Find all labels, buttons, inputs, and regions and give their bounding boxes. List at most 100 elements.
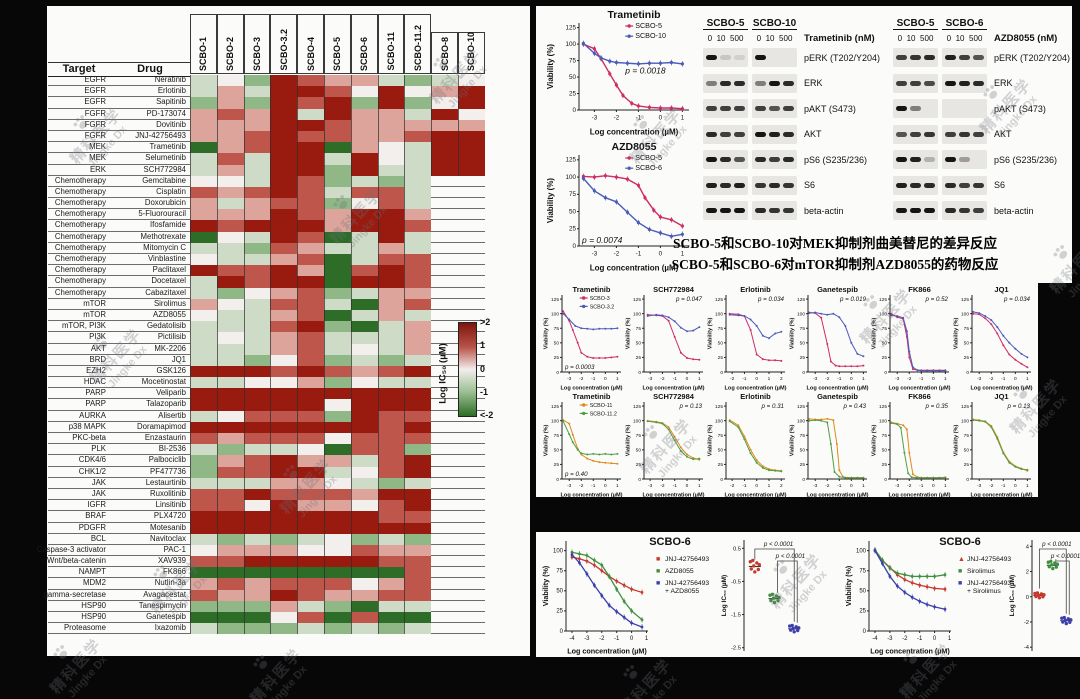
heatmap-cell bbox=[297, 209, 324, 221]
heatmap-cell bbox=[297, 488, 324, 501]
svg-text:Log concentration (µM): Log concentration (µM) bbox=[643, 493, 705, 499]
heatmap-cell bbox=[404, 556, 432, 568]
heatmap-cell bbox=[243, 119, 271, 131]
svg-text:Viability (%): Viability (%) bbox=[872, 425, 878, 457]
heatmap-cell bbox=[216, 388, 244, 400]
svg-text:-3: -3 bbox=[592, 114, 598, 121]
heatmap-cell bbox=[216, 242, 244, 254]
heatmap-cell bbox=[297, 142, 324, 154]
legend-marker: ■ bbox=[656, 568, 661, 575]
heatmap-cell bbox=[377, 332, 405, 344]
heatmap-cell bbox=[350, 242, 378, 254]
svg-text:25: 25 bbox=[556, 609, 563, 615]
heatmap-cell bbox=[190, 265, 217, 277]
drug-label: Avagacestat bbox=[143, 589, 186, 599]
heatmap-cell bbox=[216, 175, 244, 187]
svg-text:-2: -2 bbox=[730, 483, 735, 489]
svg-text:SCBO-11: SCBO-11 bbox=[590, 403, 613, 409]
heatmap-cell bbox=[404, 612, 432, 624]
heatmap-cell bbox=[297, 466, 324, 478]
heatmap-cell bbox=[270, 130, 298, 143]
heatmap-cell bbox=[323, 321, 351, 333]
heatmap-cell bbox=[190, 343, 217, 355]
blot-band bbox=[734, 80, 745, 86]
heatmap-cell bbox=[243, 365, 271, 378]
legend-label: AZD8055 bbox=[665, 568, 694, 575]
heatmap-cell bbox=[323, 220, 351, 232]
svg-text:Log concentration (µM): Log concentration (µM) bbox=[807, 493, 869, 499]
black-notch bbox=[1038, 283, 1080, 497]
svg-text:100: 100 bbox=[797, 418, 805, 424]
heatmap-cell bbox=[297, 198, 324, 210]
svg-text:Log concentration (µM): Log concentration (µM) bbox=[725, 386, 787, 392]
svg-text:100: 100 bbox=[961, 418, 969, 424]
blot-band-row: pERK (T202/Y204) bbox=[893, 48, 1080, 67]
heatmap-cell bbox=[190, 421, 217, 433]
blot-band bbox=[720, 131, 731, 137]
svg-text:125: 125 bbox=[879, 297, 887, 303]
heatmap-cell bbox=[350, 231, 378, 243]
heatmap-row: PARP Veliparib bbox=[48, 388, 485, 400]
heatmap-cell bbox=[216, 410, 244, 422]
svg-text:Log concentration (µM): Log concentration (µM) bbox=[725, 493, 787, 499]
heatmap-cell bbox=[270, 108, 298, 120]
svg-text:-1.5: -1.5 bbox=[731, 613, 741, 619]
heatmap-cell bbox=[350, 589, 378, 601]
heatmap-cell bbox=[297, 153, 324, 165]
svg-text:2: 2 bbox=[1026, 570, 1029, 576]
target-label: AURKA bbox=[79, 410, 106, 420]
blot-band bbox=[783, 80, 794, 86]
heatmap-cell bbox=[404, 533, 432, 545]
heatmap-cell bbox=[457, 153, 485, 165]
combo-right-scatter: 4 2 0 -2 -4 Log IC₅₀ (µM) p < 0.0001 p < 0.0001 bbox=[1008, 534, 1080, 655]
heatmap-cell bbox=[404, 220, 432, 232]
svg-text:75: 75 bbox=[554, 326, 560, 332]
drug-label: Mitomycin C bbox=[143, 242, 186, 252]
heatmap-cell bbox=[190, 153, 217, 165]
drug-label: Pictilisib bbox=[157, 332, 186, 342]
blot-band bbox=[755, 55, 766, 60]
heatmap-cell bbox=[404, 86, 432, 98]
svg-text:75: 75 bbox=[554, 433, 560, 439]
heatmap-cell bbox=[297, 388, 324, 400]
svg-text:100: 100 bbox=[715, 311, 723, 317]
svg-text:0: 0 bbox=[755, 376, 758, 382]
heatmap-cell bbox=[323, 377, 351, 389]
svg-text:Trametinib: Trametinib bbox=[573, 392, 611, 401]
legend-label: JNJ-42756493 + AZD8055 bbox=[665, 580, 710, 595]
heatmap-row: PLK BI-2536 bbox=[48, 444, 485, 456]
legend-label: Sirolimus bbox=[967, 568, 995, 575]
heatmap-cell bbox=[350, 500, 378, 512]
heatmap-cell bbox=[270, 612, 298, 624]
svg-text:Viability (%): Viability (%) bbox=[546, 178, 555, 224]
heatmap-cell bbox=[404, 254, 432, 266]
heatmap-cell bbox=[377, 444, 405, 456]
svg-text:-1: -1 bbox=[917, 636, 923, 642]
svg-text:Log IC₅₀ (µM): Log IC₅₀ (µM) bbox=[721, 575, 728, 616]
heatmap-cell bbox=[270, 86, 298, 98]
svg-text:0: 0 bbox=[850, 376, 853, 382]
svg-text:0: 0 bbox=[1014, 483, 1017, 489]
heatmap-cell bbox=[377, 399, 405, 411]
heatmap-cell bbox=[323, 399, 351, 411]
heatmap-cell bbox=[270, 309, 298, 322]
blot-band bbox=[924, 157, 935, 162]
blot-band-row: pERK (T202/Y204) bbox=[703, 48, 893, 67]
blot-band bbox=[945, 157, 956, 162]
heatmap-cell bbox=[323, 130, 351, 143]
heatmap-cell bbox=[404, 589, 432, 601]
target-label: Wnt/beta-catenin bbox=[47, 556, 106, 566]
drug-label: Ifosfamide bbox=[150, 220, 186, 230]
heatmap-cell bbox=[377, 75, 405, 87]
heatmap-grid: EGFR Neratinib EGFR Erlotinib EGFR Sapitinib F… bbox=[37, 75, 485, 635]
svg-text:-2: -2 bbox=[825, 483, 830, 489]
grid-chart-ganetespib-2: Ganetespib 0 25 50 75 100 125 -3 -2 -1 0 1 Log conce… bbox=[788, 392, 870, 499]
svg-text:0: 0 bbox=[1026, 595, 1029, 601]
heatmap-cell bbox=[350, 466, 378, 478]
heatmap-cell bbox=[243, 220, 271, 232]
svg-text:1: 1 bbox=[698, 483, 701, 489]
legend-entry: ▲ JNJ-42756493 bbox=[958, 556, 1020, 564]
heatmap-cell bbox=[323, 198, 351, 210]
heatmap-cell bbox=[350, 444, 378, 456]
heatmap-cell bbox=[297, 186, 324, 199]
